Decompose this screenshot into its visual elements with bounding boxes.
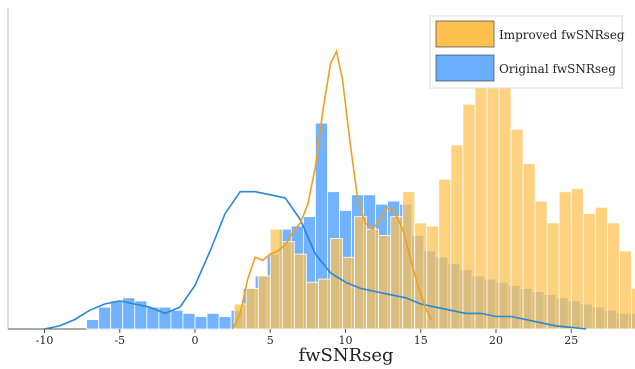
kde-curves <box>44 48 587 330</box>
improved-bar <box>522 163 536 330</box>
improved-bar <box>354 216 367 330</box>
x-tick-label: -10 <box>36 334 54 347</box>
improved-bar <box>281 241 295 330</box>
improved-bar <box>245 288 259 330</box>
improved-bar <box>402 191 416 330</box>
x-tick-label: 5 <box>267 334 274 347</box>
original-bar <box>170 309 184 330</box>
improved-bar <box>233 303 247 330</box>
improved-series-bars <box>233 16 635 330</box>
improved-bar <box>570 188 584 330</box>
improved-kde-line <box>231 48 433 330</box>
improved-bar <box>631 288 635 330</box>
improved-bar <box>619 250 632 330</box>
improved-bar <box>462 103 476 330</box>
improved-bar <box>366 228 380 330</box>
improved-bar <box>414 222 428 330</box>
improved-bar <box>606 222 620 330</box>
improved-bar <box>450 144 464 330</box>
improved-bar <box>582 213 596 330</box>
x-axis-title: fwSNRseg <box>298 345 393 366</box>
improved-bar <box>293 253 307 330</box>
x-tick-label: 15 <box>414 334 428 347</box>
improved-bar <box>558 191 572 330</box>
legend-swatch-original <box>435 54 495 82</box>
original-bar <box>194 316 208 330</box>
legend: Improved fwSNRseg Original fwSNRseg <box>429 15 625 89</box>
original-bar <box>218 316 232 330</box>
improved-bar <box>342 256 355 330</box>
x-axis-ticks: -10 -5 0 5 10 15 20 25 <box>36 329 578 347</box>
x-tick-label: 20 <box>489 334 503 347</box>
improved-bar <box>438 178 452 330</box>
improved-bar <box>378 234 392 330</box>
legend-swatch-improved <box>435 20 495 48</box>
improved-bar <box>546 222 560 330</box>
improved-bar <box>510 128 524 330</box>
improved-bar <box>330 238 343 330</box>
legend-label-improved: Improved fwSNRseg <box>499 28 625 42</box>
x-tick-label: 25 <box>564 334 578 347</box>
improved-bar <box>594 206 608 330</box>
improved-bar <box>305 281 319 330</box>
original-bar <box>86 319 100 330</box>
improved-bar <box>318 278 331 330</box>
improved-bar <box>534 200 548 330</box>
original-bar <box>110 300 124 330</box>
original-bar <box>158 306 172 330</box>
x-tick-label: -5 <box>114 334 125 347</box>
original-bar <box>206 312 220 330</box>
improved-bar <box>269 228 283 330</box>
legend-label-original: Original fwSNRseg <box>499 62 616 76</box>
original-kde-line <box>44 190 587 330</box>
original-bar <box>182 312 196 330</box>
improved-bar <box>257 275 271 330</box>
improved-bar <box>474 50 488 330</box>
x-tick-label: 10 <box>339 334 353 347</box>
x-tick-label: 0 <box>192 334 199 347</box>
original-bar <box>98 306 112 330</box>
improved-bar <box>390 216 404 330</box>
